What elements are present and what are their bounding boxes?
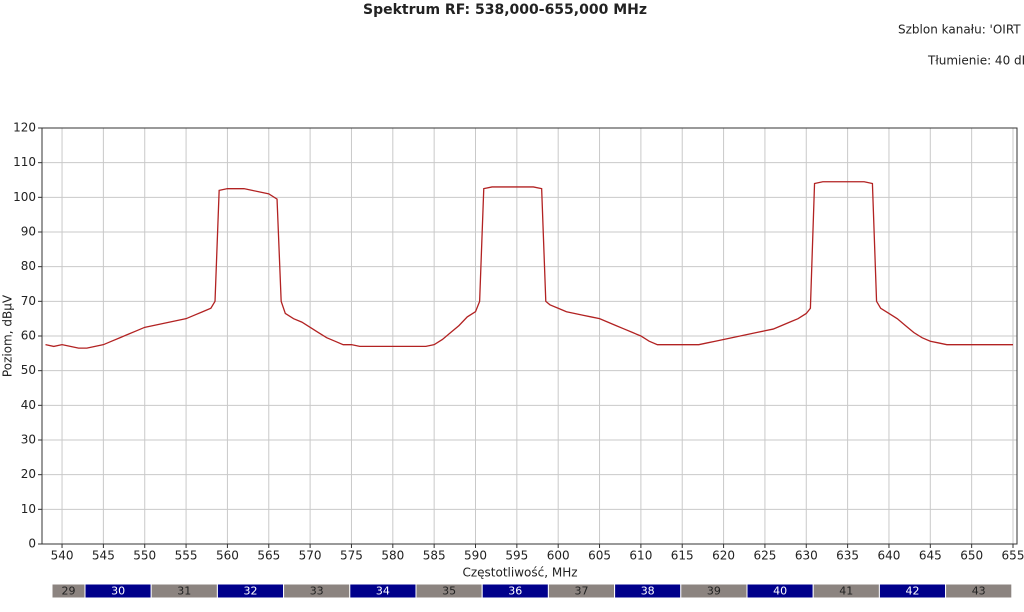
channel-label: 31 [177,585,191,598]
x-tick-label: 650 [960,549,983,563]
x-tick-label: 580 [381,549,404,563]
channel-label: 38 [641,585,655,598]
x-tick-label: 590 [464,549,487,563]
y-tick-label: 50 [21,363,36,377]
chart-title: Spektrum RF: 538,000-655,000 MHz [363,2,647,18]
x-tick-label: 595 [505,549,528,563]
x-tick-label: 570 [299,549,322,563]
channel-label: 29 [62,585,76,598]
channel-bar: 29 30 31 32 33 34 35 36 37 38 39 40 41 42 43 [51,583,1013,599]
channel-label: 35 [442,585,456,598]
x-tick-label: 635 [836,549,859,563]
channel-label: 30 [111,585,125,598]
x-tick-label: 540 [51,549,74,563]
y-tick-label: 60 [21,329,36,343]
data-line [45,181,1013,349]
x-tick-label: 640 [878,549,901,563]
channel-label: 32 [244,585,258,598]
x-tick-label: 620 [712,549,735,563]
x-tick-label: 585 [423,549,446,563]
channel-label: 36 [508,585,522,598]
y-tick-label: 10 [21,502,36,516]
y-tick-label: 30 [21,433,36,447]
y-axis-label: Poziom, dBµV [1,294,15,377]
x-tick-label: 545 [92,549,115,563]
channel-label: 37 [575,585,589,598]
channel-label: 39 [707,585,721,598]
x-tick-label: 655 [1002,549,1024,563]
x-tick-label: 565 [257,549,280,563]
x-tick-label: 610 [629,549,652,563]
y-tick-label: 80 [21,259,36,273]
y-tick-label: 70 [21,294,36,308]
channel-label: 34 [376,585,390,598]
x-tick-label: 630 [795,549,818,563]
x-tick-label: 555 [175,549,198,563]
channel-label: 43 [972,585,986,598]
channel-cell [945,583,1013,599]
x-tick-label: 560 [216,549,239,563]
y-tick-label: 20 [21,467,36,481]
y-tick-label: 100 [13,190,36,204]
annotation: Szblon kanału: 'OIRT [898,23,1021,37]
channel-label: 41 [839,585,853,598]
y-tick-label: 40 [21,398,36,412]
channel-label: 40 [773,585,787,598]
x-tick-label: 575 [340,549,363,563]
channel-label: 33 [310,585,324,598]
x-tick-label: 615 [671,549,694,563]
y-tick-label: 90 [21,225,36,239]
x-tick-label: 625 [753,549,776,563]
y-tick-label: 110 [13,155,36,169]
x-tick-label: 600 [547,549,570,563]
y-tick-label: 120 [13,121,36,135]
x-axis-label: Częstotliwość, MHz [462,566,577,580]
channel-label: 42 [906,585,920,598]
x-tick-label: 605 [588,549,611,563]
x-tick-label: 550 [133,549,156,563]
y-tick-label: 0 [28,537,36,551]
annotation: Tłumienie: 40 dB [927,54,1024,68]
x-tick-label: 645 [919,549,942,563]
plot-border [41,127,1018,545]
